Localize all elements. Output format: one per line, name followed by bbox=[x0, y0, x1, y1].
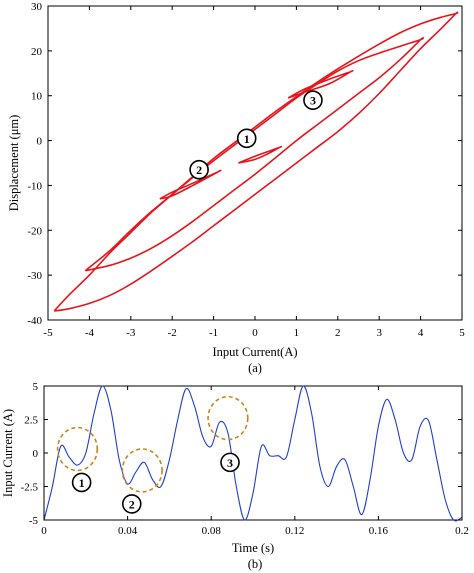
chart-a-markers: 1 2 3 bbox=[189, 90, 323, 180]
chart-b-plot-frame bbox=[43, 385, 463, 521]
x-tick-label: 0.04 bbox=[118, 525, 138, 537]
y-tick-label: -10 bbox=[27, 180, 42, 192]
highlight-circle bbox=[207, 395, 249, 441]
y-tick-label: 30 bbox=[31, 1, 43, 13]
loop-major bbox=[53, 11, 459, 312]
y-tick-label: -2.5 bbox=[21, 482, 39, 494]
marker-label: 2 bbox=[196, 163, 202, 177]
marker-circle bbox=[220, 452, 240, 473]
x-tick-label: -5 bbox=[43, 327, 53, 339]
marker-circle bbox=[71, 472, 92, 493]
y-tick-label: 10 bbox=[31, 91, 43, 103]
y-tick-label: -20 bbox=[27, 225, 42, 237]
chart-a-plot-frame bbox=[47, 5, 463, 321]
x-tick-label: 4 bbox=[418, 327, 424, 339]
x-tick-label: -1 bbox=[209, 327, 218, 339]
chart-b-x-axis-label: Time (s) bbox=[232, 541, 274, 555]
y-tick-label: 0 bbox=[33, 448, 39, 460]
x-tick-label: 0.08 bbox=[202, 525, 222, 537]
loop-minor-inner-low bbox=[159, 169, 222, 200]
series-line bbox=[43, 385, 463, 522]
chart-b-ticks: 0 0.04 0.08 0.12 0.16 0.2 -5 -2.5 0 2.5 5 bbox=[21, 381, 469, 537]
marker-label: 1 bbox=[79, 476, 85, 490]
x-tick-label: 3 bbox=[376, 327, 382, 339]
chart-b-y-axis-label: Input Current (A) bbox=[1, 409, 15, 497]
marker-circle bbox=[189, 159, 209, 180]
marker-label: 2 bbox=[129, 497, 135, 511]
x-tick-label: 0.2 bbox=[455, 525, 469, 537]
y-tick-label: 5 bbox=[33, 381, 39, 393]
marker-label: 1 bbox=[244, 132, 250, 146]
current-time-chart: 0 0.04 0.08 0.12 0.16 0.2 -5 -2.5 0 2.5 5 1 2 3 Time… bbox=[1, 381, 469, 571]
highlight-circle bbox=[56, 426, 99, 472]
chart-b-markers: 1 2 3 bbox=[56, 395, 249, 514]
chart-b-curves bbox=[43, 385, 463, 522]
y-tick-label: 20 bbox=[31, 46, 43, 58]
chart-b-caption: (b) bbox=[248, 557, 263, 571]
y-tick-label: -5 bbox=[29, 515, 39, 527]
x-tick-label: 2 bbox=[335, 327, 341, 339]
marker-circle bbox=[121, 494, 142, 514]
chart-a-caption: (a) bbox=[248, 361, 262, 375]
y-tick-label: 0 bbox=[37, 136, 43, 148]
x-tick-label: 0 bbox=[252, 327, 258, 339]
x-tick-label: 5 bbox=[459, 327, 465, 339]
x-tick-label: 0 bbox=[41, 525, 47, 537]
marker-label: 3 bbox=[310, 94, 316, 108]
x-tick-label: -4 bbox=[85, 327, 95, 339]
loop-minor-inner-high bbox=[287, 69, 354, 99]
loop-minor-outer bbox=[84, 37, 425, 272]
x-tick-label: -2 bbox=[168, 327, 177, 339]
x-tick-label: 0.12 bbox=[285, 525, 304, 537]
x-tick-label: -3 bbox=[126, 327, 136, 339]
marker-circle bbox=[236, 128, 257, 149]
x-tick-label: 1 bbox=[294, 327, 300, 339]
loop-minor-inner-center bbox=[238, 145, 283, 164]
y-tick-label: 2.5 bbox=[24, 415, 38, 427]
highlight-circle bbox=[121, 448, 163, 493]
chart-a-y-axis-label: Displacement (μm) bbox=[7, 115, 21, 212]
marker-circle bbox=[303, 90, 323, 110]
x-tick-label: 0.16 bbox=[369, 525, 389, 537]
y-tick-label: -30 bbox=[27, 270, 42, 282]
chart-a-curves bbox=[53, 11, 459, 312]
chart-a-x-axis-label: Input Current(A) bbox=[212, 345, 297, 359]
y-tick-label: -40 bbox=[27, 315, 42, 327]
marker-label: 3 bbox=[227, 456, 233, 470]
